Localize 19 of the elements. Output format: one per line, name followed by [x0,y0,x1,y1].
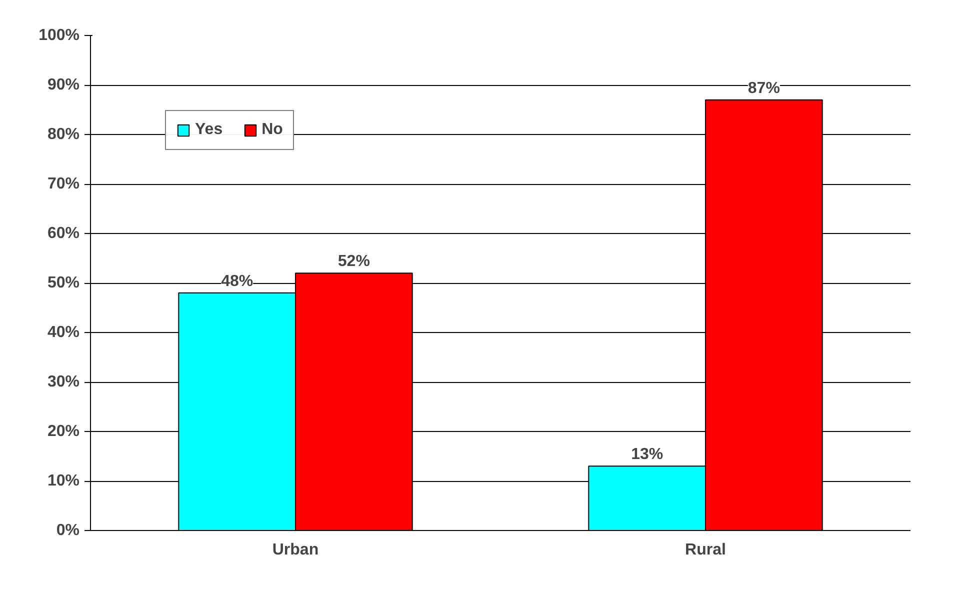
x-tick-label: Urban [272,542,319,558]
x-tick-label: Rural [685,542,726,558]
legend-label: No [262,121,283,139]
data-label: 52% [338,253,370,270]
y-tick-label: 40% [47,324,80,341]
y-tick-label: 20% [47,423,80,440]
y-tick-label: 30% [47,374,80,390]
data-label: 48% [221,272,254,290]
legend-label: Yes [195,121,223,139]
y-tick-label: 0% [56,522,80,539]
y-tick-label: 90% [47,76,80,94]
data-label: 87% [748,80,780,97]
y-tick-label: 60% [47,225,80,242]
y-tick-label: 100% [38,27,80,44]
y-tick-label: 50% [47,274,80,292]
y-tick-label: 10% [47,472,80,490]
y-tick-label: 80% [47,126,80,143]
data-label: 13% [631,446,664,464]
y-tick-label: 70% [47,176,80,192]
